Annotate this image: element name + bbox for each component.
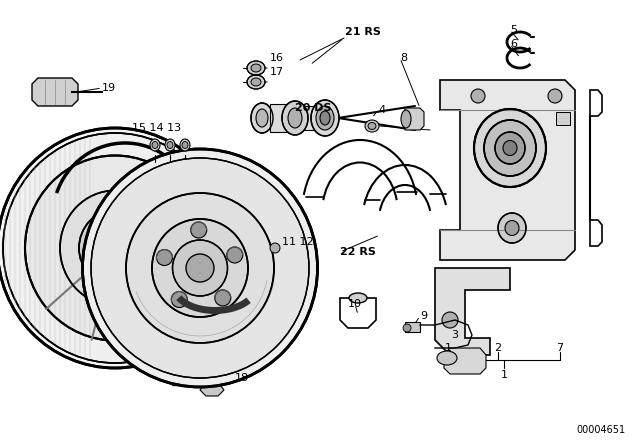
Polygon shape [298,106,320,130]
Ellipse shape [152,142,158,148]
Ellipse shape [316,106,334,130]
Ellipse shape [25,155,205,340]
Ellipse shape [60,190,170,306]
Text: 22 RS: 22 RS [340,247,376,257]
Ellipse shape [442,312,458,328]
Ellipse shape [150,139,160,151]
Ellipse shape [320,111,330,125]
Text: 18: 18 [235,373,249,383]
Ellipse shape [311,100,339,136]
Polygon shape [444,348,486,374]
Ellipse shape [186,254,214,282]
Text: 16: 16 [270,53,284,63]
Ellipse shape [365,120,379,132]
Ellipse shape [227,247,243,263]
Ellipse shape [173,240,227,296]
Text: 9: 9 [420,311,427,321]
Ellipse shape [0,128,232,368]
Ellipse shape [180,139,190,151]
Polygon shape [405,108,424,130]
Polygon shape [556,112,570,125]
Text: 17: 17 [270,67,284,77]
Text: 1: 1 [445,343,451,353]
Text: 15 14 13: 15 14 13 [132,123,181,133]
Polygon shape [32,78,78,106]
Ellipse shape [403,324,411,332]
Ellipse shape [172,292,188,307]
Ellipse shape [474,109,546,187]
Ellipse shape [182,142,188,148]
Text: 19: 19 [102,83,116,93]
Ellipse shape [282,101,308,135]
Ellipse shape [247,75,265,89]
Ellipse shape [156,250,172,266]
Ellipse shape [79,210,151,286]
Ellipse shape [191,222,207,238]
Ellipse shape [251,64,261,72]
Ellipse shape [495,132,525,164]
Ellipse shape [152,219,248,317]
Ellipse shape [165,139,175,151]
Text: 5: 5 [510,25,517,35]
Polygon shape [200,382,224,396]
Ellipse shape [437,351,457,365]
Ellipse shape [503,141,517,155]
Ellipse shape [94,225,136,271]
Text: 20 DS: 20 DS [295,103,332,113]
Ellipse shape [104,236,126,260]
Text: 1: 1 [500,370,508,380]
Text: 7: 7 [556,343,564,353]
Text: 11 12: 11 12 [282,237,314,247]
Ellipse shape [484,120,536,176]
Ellipse shape [498,213,526,243]
Ellipse shape [256,109,268,127]
Text: 8: 8 [400,53,407,63]
Polygon shape [440,80,575,260]
Ellipse shape [548,89,562,103]
Ellipse shape [401,110,411,128]
Text: 2: 2 [495,343,502,353]
Ellipse shape [126,193,274,343]
Ellipse shape [3,133,227,363]
Ellipse shape [83,149,317,387]
Text: 21 RS: 21 RS [345,27,381,37]
Ellipse shape [349,293,367,303]
Polygon shape [270,104,295,132]
Ellipse shape [270,243,280,253]
Ellipse shape [251,78,261,86]
Ellipse shape [368,122,376,129]
Ellipse shape [167,142,173,148]
Ellipse shape [215,290,231,306]
Text: 10: 10 [348,299,362,309]
Text: 3: 3 [451,330,458,340]
Ellipse shape [91,158,309,378]
Text: 00004651: 00004651 [576,425,625,435]
Ellipse shape [251,103,273,133]
Ellipse shape [505,220,519,236]
Polygon shape [435,268,510,355]
Text: 6: 6 [510,39,517,49]
Ellipse shape [247,61,265,75]
Polygon shape [172,362,215,385]
Text: 4: 4 [378,105,385,115]
Ellipse shape [471,89,485,103]
Ellipse shape [288,108,302,128]
Polygon shape [405,322,420,332]
